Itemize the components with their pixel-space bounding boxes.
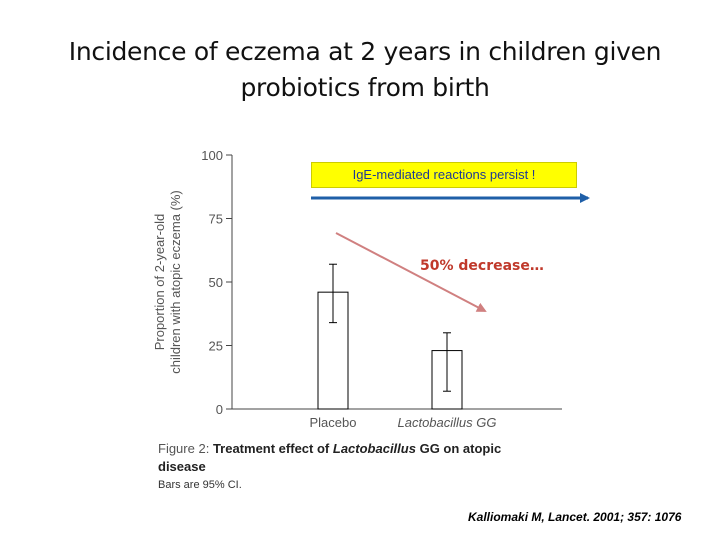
x-category-label: Placebo (310, 415, 357, 430)
y-tick-label: 75 (209, 212, 223, 227)
decrease-annotation: 50% decrease… (420, 258, 544, 274)
caption-text-part-2: GG on atopic (419, 441, 502, 456)
persist-annotation-text: IgE-mediated reactions persist ! (352, 167, 536, 182)
chart-axes: 0 25 50 75 100 Proportion of 2-year-old childr… (152, 148, 562, 417)
caption-figure-label: Figure 2: (158, 441, 210, 456)
caption-text-italic: Lactobacillus (332, 441, 416, 456)
y-axis-label-line-1: Proportion of 2-year-old (152, 214, 167, 351)
caption-line-3: Bars are 95% CI. (158, 479, 242, 491)
caption-text-part-1: Treatment effect of (212, 441, 330, 456)
y-tick-label: 25 (209, 339, 223, 354)
slide-title: Incidence of eczema at 2 years in childr… (60, 34, 670, 106)
figure-caption: Figure 2: Treatment effect of Lactobacil… (158, 440, 558, 494)
caption-line-2: disease (158, 459, 206, 474)
caption-line-1: Figure 2: Treatment effect of Lactobacil… (158, 440, 558, 458)
y-tick-label: 50 (209, 275, 223, 290)
chart-bars: Placebo Lactobacillus GG (310, 263, 497, 430)
slide-title-line-1: Incidence of eczema at 2 years in childr… (68, 37, 662, 66)
decrease-arrow (335, 232, 487, 312)
slide-title-line-2: probiotics from birth (240, 73, 490, 102)
y-axis-label-line-2: children with atopic eczema (%) (168, 190, 183, 374)
citation: Kalliomaki M, Lancet. 2001; 357: 1076 (468, 510, 682, 524)
y-tick-label: 0 (216, 402, 223, 417)
x-category-label: Lactobacillus GG (398, 415, 497, 430)
y-tick-label: 100 (201, 148, 223, 163)
persist-annotation-box: IgE-mediated reactions persist ! (311, 162, 577, 188)
annotation-arrows (311, 193, 590, 312)
